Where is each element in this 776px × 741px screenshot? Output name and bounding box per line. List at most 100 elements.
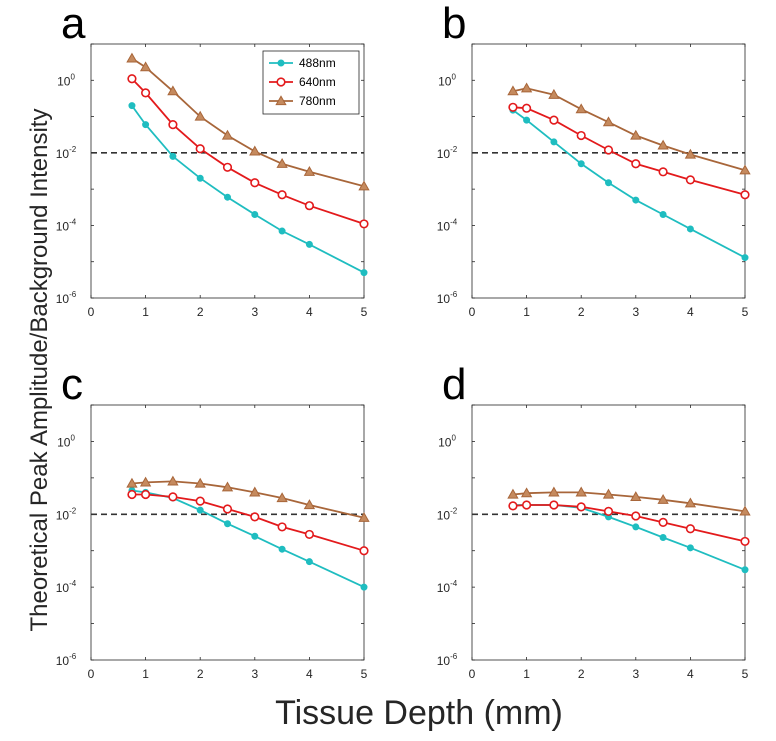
data-point-780nm — [126, 52, 138, 63]
data-point-488nm — [686, 225, 694, 233]
x-tick-label: 2 — [197, 667, 204, 681]
data-point-640nm — [250, 178, 260, 188]
legend-marker — [275, 95, 287, 106]
data-point-780nm — [520, 82, 533, 93]
x-tick-label: 4 — [306, 667, 313, 681]
series-line-488nm — [131, 105, 365, 274]
data-point-640nm — [549, 500, 559, 510]
x-tick-label: 3 — [632, 667, 639, 681]
legend: 488nm 640nm 780nm — [262, 50, 360, 115]
y-tick-label: 100 — [57, 72, 75, 88]
data-point-780nm — [303, 499, 316, 510]
data-point-780nm — [507, 85, 519, 96]
x-tick-label: 5 — [742, 305, 749, 319]
data-point-780nm — [276, 157, 288, 168]
data-point-780nm — [684, 148, 697, 159]
data-point-640nm — [508, 102, 518, 112]
data-point-488nm — [196, 174, 204, 182]
x-tick-label: 2 — [578, 305, 585, 319]
x-tick-label: 1 — [142, 667, 149, 681]
data-point-488nm — [224, 520, 231, 528]
y-tick-label: 10-4 — [56, 217, 77, 233]
series-780nm — [126, 52, 370, 191]
data-point-780nm — [602, 116, 615, 127]
plot-area-a — [90, 43, 365, 299]
legend-label: 488nm — [299, 56, 336, 70]
x-tick-label: 0 — [469, 305, 476, 319]
data-point-640nm — [127, 489, 137, 500]
series-488nm — [509, 106, 749, 262]
x-tick-label: 3 — [251, 305, 258, 319]
y-tick-label: 10-2 — [56, 506, 77, 522]
panel-b: 0 1 2 3 4 5 100 10-2 10-4 10-6 b — [437, 0, 751, 319]
data-point-488nm — [305, 240, 313, 248]
y-tick-label: 10-4 — [56, 579, 77, 595]
data-point-780nm — [358, 180, 370, 191]
y-tick-label: 10-6 — [56, 652, 77, 668]
x-tick-label: 5 — [361, 667, 368, 681]
x-tick-label: 4 — [306, 305, 313, 319]
data-point-488nm — [196, 506, 204, 514]
data-point-780nm — [194, 110, 206, 121]
series-780nm — [507, 82, 751, 175]
data-point-640nm — [658, 517, 668, 527]
data-point-780nm — [303, 166, 316, 176]
series-488nm — [128, 486, 368, 591]
data-point-640nm — [576, 502, 586, 512]
data-point-488nm — [251, 532, 259, 540]
data-point-640nm — [168, 120, 178, 130]
data-point-488nm — [741, 254, 749, 262]
series-640nm — [508, 102, 750, 200]
data-point-640nm — [127, 74, 137, 84]
data-point-640nm — [658, 167, 668, 177]
data-point-488nm — [659, 211, 667, 219]
y-axis-title: Theoretical Peak Amplitude/Background In… — [26, 109, 53, 632]
x-tick-label: 4 — [687, 305, 694, 319]
y-tick-label: 10-2 — [437, 145, 458, 161]
legend-marker — [276, 77, 286, 87]
data-point-640nm — [549, 115, 559, 125]
data-point-780nm — [684, 497, 697, 508]
legend-marker — [277, 59, 285, 67]
data-point-780nm — [575, 103, 587, 114]
data-point-780nm — [630, 491, 642, 502]
panel-letter-d: d — [442, 360, 466, 409]
data-point-488nm — [169, 152, 177, 160]
x-tick-label: 2 — [578, 667, 585, 681]
data-point-780nm — [657, 139, 669, 150]
x-tick-label: 1 — [142, 305, 149, 319]
data-point-488nm — [686, 544, 694, 552]
data-point-780nm — [507, 488, 519, 499]
data-point-640nm — [195, 496, 205, 506]
data-point-488nm — [278, 227, 286, 235]
y-tick-label: 100 — [438, 433, 456, 449]
series-640nm — [508, 500, 750, 547]
data-point-780nm — [276, 492, 288, 503]
data-point-488nm — [142, 121, 150, 129]
series-780nm — [507, 486, 751, 516]
data-point-488nm — [577, 160, 585, 168]
x-tick-label: 1 — [523, 305, 530, 319]
y-tick-label: 10-4 — [437, 217, 458, 233]
data-point-640nm — [631, 159, 641, 169]
series-640nm — [127, 489, 369, 556]
data-point-640nm — [576, 130, 586, 141]
y-tick-label: 10-6 — [437, 652, 458, 668]
data-point-780nm — [249, 486, 261, 497]
series-line-780nm — [131, 480, 365, 519]
series-line-488nm — [131, 489, 365, 588]
y-tick-label: 10-2 — [56, 145, 77, 161]
data-point-780nm — [194, 477, 206, 488]
data-point-640nm — [250, 512, 260, 522]
x-tick-label: 3 — [632, 305, 639, 319]
data-point-488nm — [550, 138, 558, 146]
x-tick-label: 0 — [88, 305, 95, 319]
y-tick-label: 10-2 — [437, 506, 458, 522]
x-tick-label: 3 — [251, 667, 258, 681]
series-640nm — [127, 74, 369, 229]
y-tick-label: 10-4 — [437, 579, 458, 595]
data-point-488nm — [659, 534, 667, 542]
data-point-640nm — [222, 504, 233, 514]
x-tick-label: 5 — [742, 667, 749, 681]
